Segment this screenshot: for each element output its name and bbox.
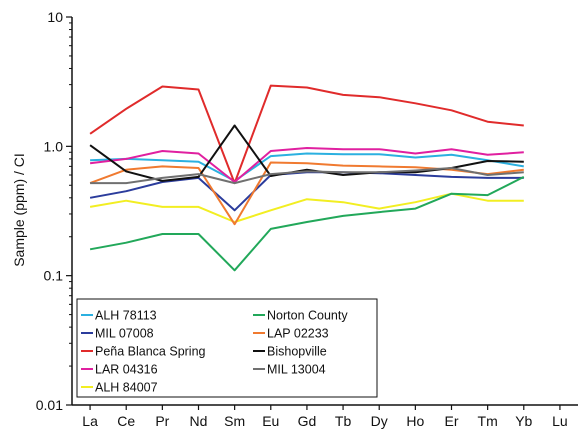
series-line-5 xyxy=(89,176,525,272)
legend-label-2: Peña Blanca Spring xyxy=(95,345,206,359)
series-line-8 xyxy=(90,167,524,185)
legend-label-5: Norton County xyxy=(267,309,348,323)
legend-box xyxy=(76,298,378,398)
legend-label-8: MIL 13004 xyxy=(267,363,326,377)
x-tick-label-7: Tb xyxy=(335,413,352,429)
legend-label-6: LAP 02233 xyxy=(267,327,329,341)
y-tick-label-2: 0.1 xyxy=(44,268,64,284)
legend-label-7: Bishopville xyxy=(267,345,327,359)
y-tick-label-1: 1.0 xyxy=(44,138,64,154)
legend-label-0: ALH 78113 xyxy=(95,309,157,323)
series-line-6 xyxy=(89,161,524,226)
x-tick-label-8: Dy xyxy=(371,413,388,429)
x-tick-label-4: Sm xyxy=(224,413,245,429)
x-tick-label-3: Nd xyxy=(190,413,208,429)
legend-label-3: LAR 04316 xyxy=(95,363,158,377)
legend-label-4: ALH 84007 xyxy=(95,381,158,395)
series-line-3 xyxy=(89,147,524,183)
x-tick-label-1: Ce xyxy=(117,413,135,429)
x-tick-label-5: Eu xyxy=(262,413,279,429)
axes-layer: 10 1.0 0.1 0.01 La Ce Pr Nd Sm Eu Gd Tb Dy Ho Er Tm Yb Lu xyxy=(36,9,578,429)
series-line-0 xyxy=(90,152,524,182)
legend: ALH 78113 MIL 07008 Peña Blanca Spring LAR … xyxy=(76,298,378,398)
series-layer xyxy=(89,84,525,272)
x-tick-label-9: Ho xyxy=(406,413,424,429)
legend-label-1: MIL 07008 xyxy=(95,327,154,341)
y-tick-label-0: 10 xyxy=(47,9,63,25)
y-tick-label-3: 0.01 xyxy=(36,397,63,413)
x-tick-label-11: Tm xyxy=(478,413,498,429)
x-tick-label-13: Lu xyxy=(552,413,568,429)
x-tick-label-2: Pr xyxy=(155,413,169,429)
x-tick-label-0: La xyxy=(82,413,98,429)
x-tick-label-10: Er xyxy=(445,413,459,429)
x-tick-label-12: Yb xyxy=(515,413,532,429)
y-axis-title: Sample (ppm) / CI xyxy=(11,153,27,267)
series-line-2 xyxy=(89,84,524,185)
x-tick-label-6: Gd xyxy=(298,413,317,429)
